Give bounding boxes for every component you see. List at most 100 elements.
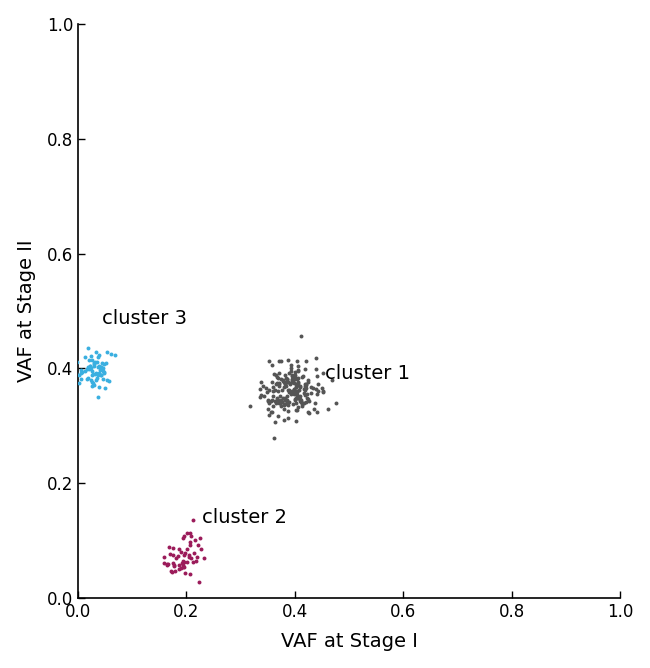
Point <box>274 379 284 389</box>
Point <box>293 365 304 376</box>
Point <box>291 381 302 392</box>
Point <box>291 398 301 409</box>
Point <box>89 358 99 369</box>
Point <box>272 386 283 397</box>
Point <box>179 548 190 558</box>
Point <box>268 401 278 411</box>
Point <box>83 373 93 383</box>
Point <box>255 391 265 402</box>
Point <box>79 351 90 362</box>
Point <box>265 395 276 406</box>
Point <box>282 376 293 387</box>
Point <box>292 404 303 415</box>
Point <box>168 557 179 568</box>
Point <box>280 393 290 403</box>
Point <box>332 397 342 408</box>
Point <box>293 392 304 403</box>
Point <box>264 398 274 409</box>
Point <box>94 367 104 378</box>
Point <box>286 359 296 370</box>
Point <box>313 386 323 397</box>
Point <box>282 396 293 407</box>
Point <box>84 360 95 371</box>
Text: cluster 2: cluster 2 <box>202 508 287 526</box>
Point <box>70 367 81 378</box>
Point <box>280 378 290 389</box>
Point <box>300 355 311 366</box>
Point <box>300 389 311 400</box>
Point <box>182 528 192 538</box>
Point <box>300 364 310 375</box>
Point <box>295 393 306 404</box>
Point <box>298 384 309 395</box>
Point <box>271 369 281 380</box>
Point <box>75 364 86 375</box>
Point <box>89 360 99 371</box>
Point <box>165 549 176 560</box>
Point <box>287 370 297 381</box>
Point <box>185 537 195 548</box>
Point <box>263 403 273 414</box>
Point <box>96 361 107 372</box>
Point <box>300 383 310 393</box>
Point <box>275 397 285 408</box>
Point <box>162 560 172 570</box>
Point <box>92 373 102 383</box>
Point <box>306 387 316 398</box>
Point <box>289 385 299 396</box>
Point <box>159 552 169 563</box>
Point <box>185 530 196 541</box>
Point <box>287 376 297 387</box>
Point <box>272 411 283 422</box>
Point <box>100 382 110 393</box>
Point <box>75 367 86 378</box>
Point <box>174 560 184 570</box>
Point <box>270 385 280 395</box>
Point <box>179 531 190 542</box>
Point <box>300 383 311 393</box>
Point <box>283 406 294 417</box>
Point <box>91 368 101 379</box>
Point <box>74 370 85 381</box>
X-axis label: VAF at Stage I: VAF at Stage I <box>281 633 417 651</box>
Point <box>98 367 109 378</box>
Point <box>293 401 304 412</box>
Point <box>289 371 299 381</box>
Point <box>273 395 283 405</box>
Point <box>178 556 188 566</box>
Point <box>168 543 178 554</box>
Point <box>295 395 306 405</box>
Point <box>178 532 188 543</box>
Point <box>287 369 297 380</box>
Point <box>258 380 268 391</box>
Point <box>263 396 274 407</box>
Point <box>88 377 98 388</box>
Point <box>270 417 280 428</box>
Point <box>97 357 107 368</box>
Point <box>185 568 196 579</box>
Point <box>267 377 278 387</box>
Point <box>294 396 305 407</box>
Point <box>280 394 291 405</box>
Point <box>296 331 306 341</box>
Point <box>302 393 313 403</box>
Point <box>279 404 289 415</box>
Point <box>91 375 101 385</box>
Point <box>85 363 96 374</box>
Point <box>281 375 292 386</box>
Point <box>281 391 292 401</box>
Point <box>283 385 294 395</box>
Point <box>98 365 108 376</box>
Point <box>292 377 303 387</box>
Point <box>283 355 293 365</box>
Point <box>276 355 287 366</box>
Point <box>286 365 296 376</box>
Point <box>312 388 322 399</box>
Point <box>75 374 86 385</box>
Point <box>269 433 280 444</box>
Point <box>303 393 313 404</box>
Point <box>310 398 320 409</box>
Point <box>193 540 203 550</box>
Point <box>73 377 84 388</box>
Point <box>279 414 289 425</box>
